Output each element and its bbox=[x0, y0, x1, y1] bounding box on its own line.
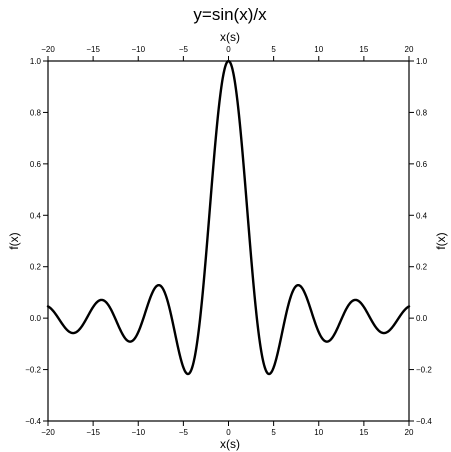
x-tick-label-top: 10 bbox=[314, 45, 323, 54]
x-tick-label-bottom: −15 bbox=[86, 428, 100, 437]
x-tick-label-bottom: 20 bbox=[405, 428, 414, 437]
y-tick-label-left: 0.0 bbox=[30, 314, 42, 323]
x-tick-label-top: 20 bbox=[405, 45, 414, 54]
y-tick-label-left: −0.2 bbox=[25, 366, 41, 375]
y-tick-label-right: 0.2 bbox=[416, 263, 428, 272]
x-tick-label-bottom: 5 bbox=[271, 428, 276, 437]
x-tick-label-top: 5 bbox=[271, 45, 276, 54]
y-tick-label-left: 0.8 bbox=[30, 108, 42, 117]
y-tick-label-right: 0.0 bbox=[416, 314, 428, 323]
y-tick-label-right: 1.0 bbox=[416, 57, 428, 66]
y-tick-label-left: 0.6 bbox=[30, 160, 42, 169]
y-tick-label-left: −0.4 bbox=[25, 417, 41, 426]
x-tick-label-top: −10 bbox=[131, 45, 145, 54]
y-tick-label-right: 0.6 bbox=[416, 160, 428, 169]
y-tick-label-left: 0.2 bbox=[30, 263, 42, 272]
y-tick-label-right: 0.8 bbox=[416, 108, 428, 117]
chart-title: y=sin(x)/x bbox=[193, 5, 267, 24]
x-tick-label-top: −20 bbox=[41, 45, 55, 54]
y-tick-label-right: −0.4 bbox=[416, 417, 432, 426]
x-axis-label-bottom: x(s) bbox=[220, 437, 240, 451]
y-axis-label-right: f(x) bbox=[434, 232, 448, 249]
x-tick-label-top: −5 bbox=[179, 45, 189, 54]
x-tick-label-bottom: 15 bbox=[359, 428, 368, 437]
y-tick-label-left: 1.0 bbox=[30, 57, 42, 66]
x-tick-label-bottom: 10 bbox=[314, 428, 323, 437]
x-tick-label-top: −15 bbox=[86, 45, 100, 54]
plot-frame bbox=[47, 60, 410, 422]
axis-ticks bbox=[43, 56, 414, 426]
x-tick-label-top: 0 bbox=[226, 45, 231, 54]
y-tick-label-right: 0.4 bbox=[416, 211, 428, 220]
x-tick-label-bottom: 0 bbox=[226, 428, 231, 437]
x-tick-label-bottom: −5 bbox=[179, 428, 189, 437]
y-axis-label-left: f(x) bbox=[7, 232, 21, 249]
axis-tick-labels: −20−20−15−15−10−10−5−50055101015152020−0… bbox=[25, 45, 432, 437]
x-tick-label-bottom: −10 bbox=[131, 428, 145, 437]
x-tick-label-top: 15 bbox=[359, 45, 368, 54]
x-tick-label-bottom: −20 bbox=[41, 428, 55, 437]
y-tick-label-right: −0.2 bbox=[416, 366, 432, 375]
y-tick-label-left: 0.4 bbox=[30, 211, 42, 220]
sinc-curve bbox=[46, 59, 411, 376]
x-axis-label-top: x(s) bbox=[220, 30, 240, 44]
